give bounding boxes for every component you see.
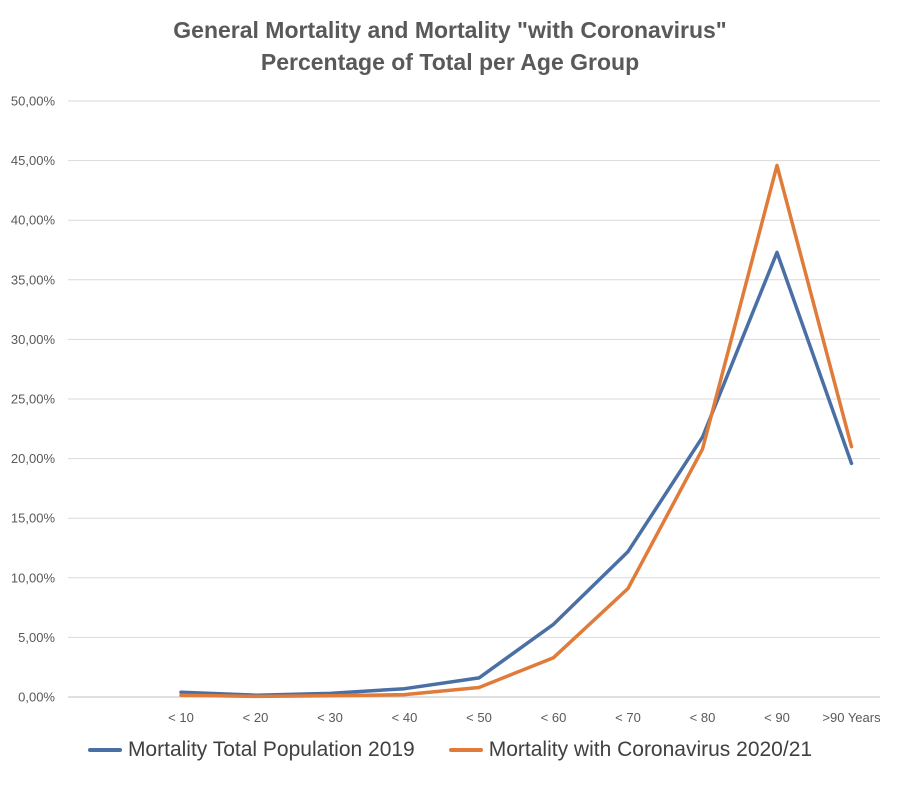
chart-title-line2: Percentage of Total per Age Group [260, 49, 640, 75]
y-tick-label: 50,00% [11, 94, 56, 109]
series-lines [179, 163, 854, 699]
x-tick-label: < 50 [466, 710, 492, 725]
y-tick-label: 15,00% [11, 511, 56, 526]
y-tick-label: 25,00% [11, 392, 56, 407]
x-tick-label: < 20 [243, 710, 269, 725]
series-line-coronavirus-2020-21 [179, 163, 854, 699]
y-tick-label: 20,00% [11, 451, 56, 466]
legend: Mortality Total Population 2019 Mortalit… [0, 738, 900, 762]
chart-title: General Mortality and Mortality "with Co… [0, 14, 900, 78]
y-axis-ticks: 0,00% 5,00% 10,00% 15,00% 20,00% 25,00% 30,00%… [11, 94, 56, 705]
y-tick-label: 10,00% [11, 570, 56, 585]
chart-title-line1: General Mortality and Mortality "with Co… [173, 17, 727, 43]
x-tick-label: < 70 [615, 710, 641, 725]
legend-label-total-2019: Mortality Total Population 2019 [127, 738, 415, 761]
x-tick-label: >90 Years [822, 710, 881, 725]
series-line-total-2019 [179, 250, 854, 697]
y-tick-label: 0,00% [18, 690, 55, 705]
legend-label-coronavirus-2020-21: Mortality with Coronavirus 2020/21 [488, 738, 813, 761]
y-tick-label: 35,00% [11, 272, 56, 287]
y-tick-label: 45,00% [11, 153, 56, 168]
x-axis-ticks: < 10 < 20 < 30 < 40 < 50 < 60 < 70 < 80 < 90 >90 … [168, 710, 881, 725]
x-tick-label: < 60 [541, 710, 567, 725]
x-tick-label: < 30 [317, 710, 343, 725]
gridlines [68, 100, 880, 698]
y-tick-label: 5,00% [18, 630, 55, 645]
y-tick-label: 30,00% [11, 332, 56, 347]
x-tick-label: < 90 [764, 710, 790, 725]
x-tick-label: < 40 [392, 710, 418, 725]
legend-item-coronavirus-2020-21: Mortality with Coronavirus 2020/21 [448, 738, 813, 762]
x-tick-label: < 10 [168, 710, 194, 725]
legend-swatch-total-2019 [87, 748, 122, 752]
x-tick-label: < 80 [690, 710, 716, 725]
legend-item-total-2019: Mortality Total Population 2019 [87, 738, 415, 762]
legend-swatch-coronavirus-2020-21 [448, 748, 483, 752]
y-tick-label: 40,00% [11, 213, 56, 228]
